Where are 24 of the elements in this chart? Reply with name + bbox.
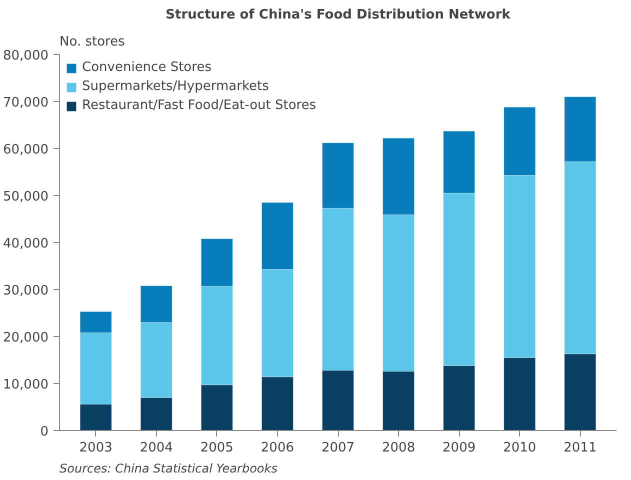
x-tick-label: 2003	[79, 440, 112, 456]
x-tick-label: 2004	[140, 440, 173, 456]
legend-label: Convenience Stores	[82, 60, 212, 75]
x-tick-label: 2008	[382, 440, 416, 456]
y-tick-label: 0	[40, 424, 49, 440]
y-tick-label: 50,000	[3, 190, 49, 204]
x-tick-label: 2010	[503, 440, 536, 456]
y-tick-label: 30,000	[3, 284, 49, 298]
y-tick-label: 70,000	[3, 96, 49, 110]
legend-label: Supermarkets/Hypermarkets	[82, 79, 269, 94]
y-tick-label: 40,000	[3, 236, 49, 252]
legend-label: Restaurant/Fast Food/Eat-out Stores	[82, 98, 316, 113]
y-tick-label: 60,000	[3, 142, 49, 158]
x-tick-label: 2007	[321, 440, 355, 456]
x-tick-label: 2009	[442, 440, 476, 456]
y-tick-label: 80,000	[3, 48, 49, 64]
chart-title: Structure of China's Food Distribution Network	[166, 8, 511, 22]
x-tick-label: 2005	[200, 440, 234, 456]
y-axis-title: No. stores	[60, 34, 126, 50]
source-note: Sources: China Statistical Yearbooks	[60, 462, 278, 476]
y-tick-label: 10,000	[3, 378, 49, 392]
x-tick-label: 2011	[564, 440, 597, 456]
y-tick-label: 20,000	[3, 330, 49, 346]
x-tick-label: 2006	[260, 440, 294, 456]
